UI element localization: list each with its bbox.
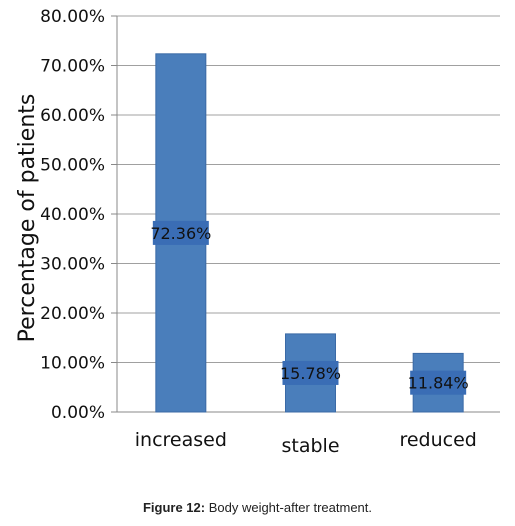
x-tick-label: increased bbox=[135, 429, 227, 451]
data-label-box bbox=[410, 370, 467, 395]
y-tick-label: 60.00% bbox=[40, 106, 105, 126]
y-axis-label: Percentage of patients bbox=[15, 94, 40, 343]
data-label-box bbox=[152, 220, 209, 245]
data-label: 72.36% bbox=[150, 224, 211, 243]
bar-chart: 72.36% 15.78% 11.84% 0.00% 10.00% 20.00% 30.0… bbox=[15, 7, 500, 457]
y-tick-label: 0.00% bbox=[51, 403, 105, 423]
y-tick-label: 10.00% bbox=[40, 354, 105, 374]
y-tick-label: 40.00% bbox=[40, 205, 105, 225]
y-tick-label: 80.00% bbox=[40, 7, 105, 27]
x-tick-label: stable bbox=[281, 435, 339, 457]
caption-label: Figure 12: bbox=[142, 500, 206, 515]
y-tick-label: 70.00% bbox=[40, 57, 105, 77]
y-tick-label: 20.00% bbox=[40, 304, 105, 324]
figure-caption: Figure 12: Body weight-after treatment. bbox=[0, 500, 515, 515]
y-tick-label: 30.00% bbox=[40, 255, 105, 275]
x-tick-labels: increased stable reduced bbox=[135, 429, 477, 457]
data-label: 11.84% bbox=[408, 374, 469, 393]
data-label: 15.78% bbox=[280, 364, 341, 383]
y-tick-labels: 0.00% 10.00% 20.00% 30.00% 40.00% 50.00% 60.00… bbox=[40, 7, 105, 423]
x-tick-label: reduced bbox=[399, 429, 476, 451]
y-tick-label: 50.00% bbox=[40, 156, 105, 176]
data-label-box bbox=[282, 360, 339, 385]
data-labels: 72.36% 15.78% 11.84% bbox=[150, 220, 469, 395]
caption-text: Body weight-after treatment. bbox=[205, 500, 373, 515]
